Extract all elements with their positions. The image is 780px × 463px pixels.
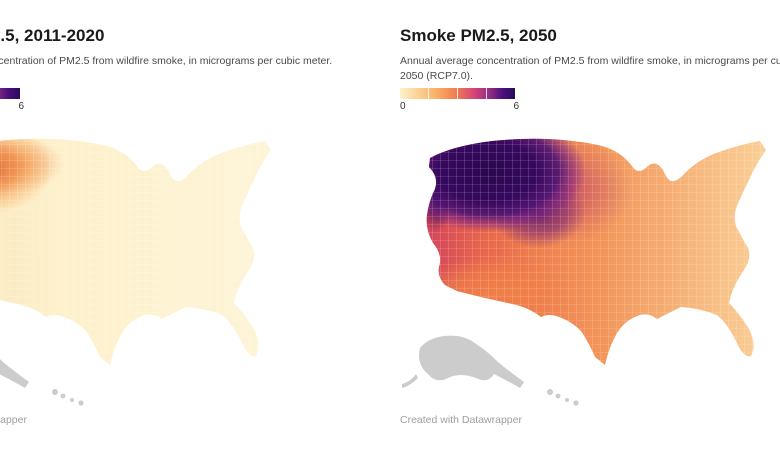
chart-subtitle: Annual average concentration of PM2.5 fr… xyxy=(0,54,405,86)
legend-max-label: 6 xyxy=(18,101,24,112)
color-legend: 0 6 xyxy=(0,88,405,112)
aleutians-shape xyxy=(402,374,418,388)
datawrapper-attribution[interactable]: Created with Datawrapper xyxy=(400,414,522,426)
hawaii-shape xyxy=(52,389,84,406)
datawrapper-attribution[interactable]: Created with Datawrapper xyxy=(0,414,27,426)
legend-min-label: 0 xyxy=(400,101,406,112)
legend-tick xyxy=(428,88,429,99)
chart-subtitle: Annual average concentration of PM2.5 fr… xyxy=(400,54,780,86)
alaska-shape xyxy=(0,359,29,388)
us-choropleth-map[interactable] xyxy=(0,120,335,410)
chart-title: Smoke PM2.5, 2050 xyxy=(400,26,557,45)
legend-max-label: 6 xyxy=(513,101,519,112)
chart-subtitle-line: 2050 (RCP7.0). xyxy=(400,70,473,82)
us-choropleth-map[interactable] xyxy=(400,120,780,410)
legend-gradient-bar xyxy=(0,88,20,99)
chart-title: Smoke PM2.5, 2011-2020 xyxy=(0,26,105,45)
legend-gradient-bar xyxy=(400,88,515,99)
legend-tick xyxy=(457,88,458,99)
color-legend: 0 6 xyxy=(400,88,780,112)
chart-panel-2050: Smoke PM2.5, 2050 Annual average concent… xyxy=(400,0,780,426)
alaska-shape xyxy=(419,335,524,388)
legend-tick xyxy=(486,88,487,99)
chart-subtitle-line: Annual average concentration of PM2.5 fr… xyxy=(400,55,780,67)
hawaii-shape xyxy=(547,389,579,406)
chart-subtitle-line: Annual average concentration of PM2.5 fr… xyxy=(0,55,333,67)
chart-panel-2011-2020: Smoke PM2.5, 2011-2020 Annual average co… xyxy=(0,0,405,426)
